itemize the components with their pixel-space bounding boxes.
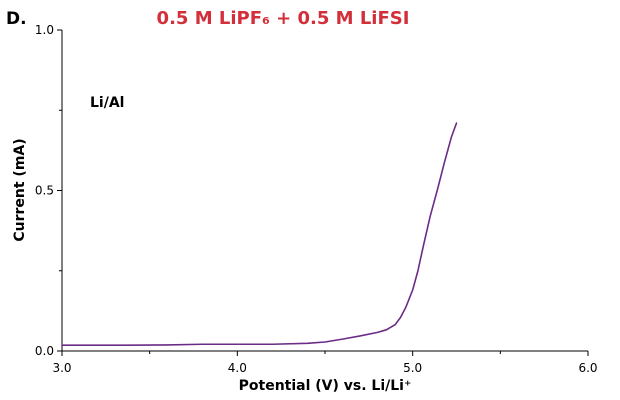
x-tick-label: 6.0 (578, 361, 597, 375)
y-axis-title: Current (mA) (12, 138, 28, 241)
chart-title: 0.5 M LiPF₆ + 0.5 M LiFSI (157, 8, 410, 29)
annotation-li-al: Li/Al (90, 95, 124, 111)
y-tick-label: 0.5 (35, 184, 54, 198)
y-tick-label: 0.0 (35, 344, 54, 358)
axes (61, 30, 588, 352)
x-tick-label: 5.0 (403, 361, 422, 375)
x-axis-title: Potential (V) vs. Li/Li⁺ (239, 378, 412, 394)
panel-label: D. (6, 9, 27, 29)
series-line-0 (61, 122, 458, 347)
series-layer (61, 122, 458, 347)
x-tick-label: 3.0 (52, 361, 71, 375)
y-tick-label: 1.0 (35, 23, 54, 37)
ticks: 3.0 4.0 5.0 6.0 0.0 0.5 1.0 (35, 23, 598, 375)
x-tick-label: 4.0 (228, 361, 247, 375)
